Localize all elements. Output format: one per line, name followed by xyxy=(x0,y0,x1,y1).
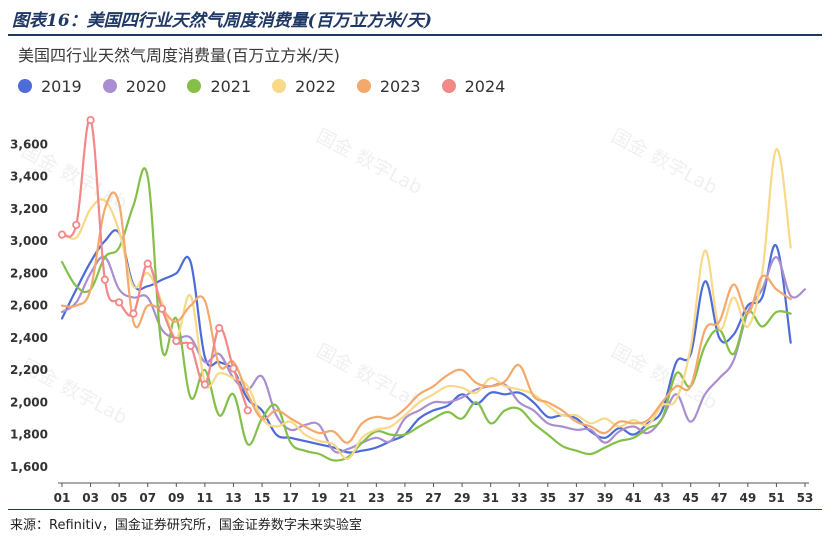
y-tick-label: 2,400 xyxy=(10,331,48,345)
legend-swatch xyxy=(102,79,117,93)
legend-item-2024: 2024 xyxy=(441,76,506,96)
y-tick-label: 3,000 xyxy=(10,234,48,248)
x-tick-label: 43 xyxy=(654,491,671,505)
legend-swatch xyxy=(441,79,456,93)
data-point-2024 xyxy=(243,406,252,415)
legend-item-2021: 2021 xyxy=(187,77,251,96)
data-point-2024 xyxy=(115,298,124,307)
data-point-2024 xyxy=(172,336,181,346)
x-tick-label: 41 xyxy=(625,491,642,505)
y-tick-label: 2,800 xyxy=(10,266,48,280)
source-note: 来源：Refinitiv，国金证券研究所，国金证券数字未来实验室 xyxy=(10,518,362,533)
x-tick-label: 09 xyxy=(168,491,185,505)
x-tick-label: 01 xyxy=(54,491,71,505)
data-point-2024 xyxy=(86,115,95,125)
legend-swatch xyxy=(272,79,287,93)
y-tick-label: 3,200 xyxy=(10,202,48,216)
watermark-text: 国金 数字Lab xyxy=(313,340,426,414)
series-line-2019 xyxy=(60,229,792,454)
x-tick-label: 25 xyxy=(397,491,414,505)
x-tick-label: 35 xyxy=(539,491,556,505)
legend-item-2023: 2023 xyxy=(356,76,421,96)
x-tick-label: 53 xyxy=(797,491,814,505)
x-tick-label: 31 xyxy=(482,491,499,505)
data-point-2024 xyxy=(129,309,138,318)
figure-caption: 图表16：美国四行业天然气周度消费量(百万立方米/天) xyxy=(12,11,432,31)
legend-swatch xyxy=(18,79,32,93)
legend-label: 2019 xyxy=(41,76,82,96)
legend-label: 2020 xyxy=(125,76,167,96)
y-tick-label: 3,400 xyxy=(10,170,48,184)
series-line-2023 xyxy=(60,191,792,444)
x-tick-label: 05 xyxy=(111,491,128,505)
x-tick-label: 33 xyxy=(511,491,528,505)
x-tick-label: 03 xyxy=(82,491,99,505)
top-divider xyxy=(8,34,822,36)
legend-label: 2021 xyxy=(210,76,252,96)
legend-label: 2023 xyxy=(379,76,421,96)
data-point-2024 xyxy=(186,341,195,350)
x-tick-label: 39 xyxy=(597,491,614,505)
x-tick-label: 49 xyxy=(739,491,756,505)
x-tick-label: 29 xyxy=(454,491,471,505)
bottom-divider xyxy=(8,509,822,510)
y-tick-label: 1,800 xyxy=(10,428,48,442)
y-tick-label: 1,600 xyxy=(10,460,48,474)
legend-item-2022: 2022 xyxy=(272,77,336,96)
data-point-2024 xyxy=(200,380,209,389)
data-point-2024 xyxy=(72,220,81,230)
y-tick-label: 3,600 xyxy=(10,137,48,151)
watermark-text: 国金 数字Lab xyxy=(608,125,721,199)
legend: 2019 2020 2021 2022 2023 2024 xyxy=(18,74,526,98)
data-point-2024 xyxy=(57,230,67,239)
data-point-2024 xyxy=(215,324,224,333)
x-tick-label: 13 xyxy=(225,491,242,505)
legend-label: 2024 xyxy=(464,76,506,96)
x-tick-label: 19 xyxy=(311,491,328,505)
x-tick-label: 27 xyxy=(425,491,442,505)
series-line-2020 xyxy=(60,255,807,454)
x-tick-label: 11 xyxy=(197,491,214,505)
data-point-2024 xyxy=(229,364,238,373)
chart-title: 美国四行业天然气周度消费量(百万立方米/天) xyxy=(18,46,340,65)
data-point-2024 xyxy=(143,259,152,268)
x-tick-label: 47 xyxy=(711,491,728,505)
y-tick-label: 2,000 xyxy=(10,395,48,409)
y-tick-label: 2,600 xyxy=(10,299,48,313)
x-tick-label: 17 xyxy=(282,491,299,505)
y-tick-label: 2,200 xyxy=(10,363,48,377)
data-point-2024 xyxy=(157,304,167,313)
series-line-2021 xyxy=(60,167,792,462)
watermark-text: 国金 数字Lab xyxy=(313,125,426,199)
x-tick-label: 37 xyxy=(568,491,585,505)
legend-swatch xyxy=(187,79,202,93)
legend-item-2020: 2020 xyxy=(102,76,167,96)
x-tick-label: 07 xyxy=(139,491,156,505)
x-tick-label: 15 xyxy=(254,491,271,505)
legend-swatch xyxy=(356,79,371,93)
x-tick-label: 21 xyxy=(339,491,356,505)
series-line-2022 xyxy=(60,147,792,460)
x-tick-label: 23 xyxy=(368,491,385,505)
legend-label: 2022 xyxy=(295,76,336,96)
data-point-2024 xyxy=(100,275,109,284)
x-tick-label: 45 xyxy=(682,491,699,505)
x-tick-label: 51 xyxy=(768,491,785,505)
legend-item-2019: 2019 xyxy=(18,77,82,96)
